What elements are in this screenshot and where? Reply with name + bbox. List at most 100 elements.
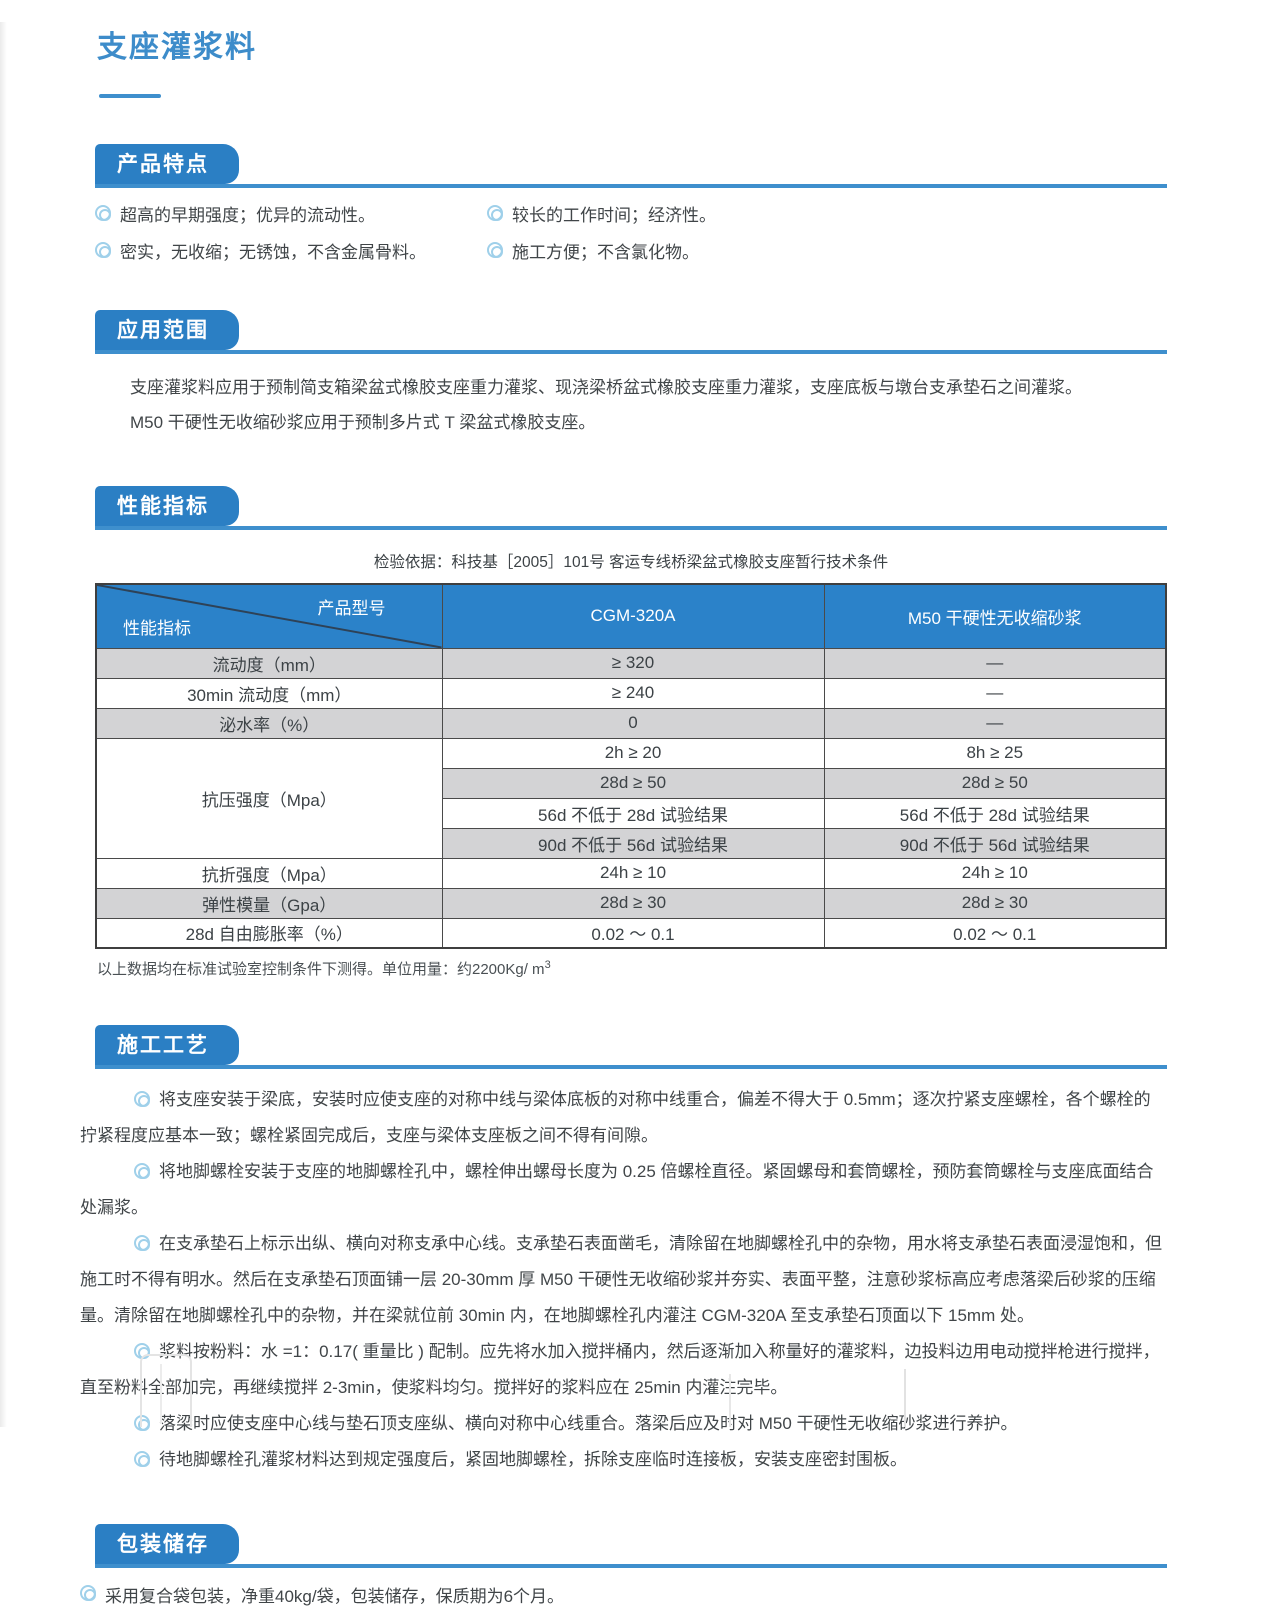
step-text: 待地脚螺栓孔灌浆材料达到规定强度后，紧固地脚螺栓，拆除支座临时连接板，安装支座密… (159, 1450, 907, 1469)
test-basis-note: 检验依据：科技基［2005］101号 客运专线桥梁盆式橡胶支座暂行技术条件 (373, 554, 889, 571)
section-features: 产品特点 超高的早期强度；优异的流动性。 较长的工作时间；经济性。 密实，无收缩… (95, 144, 1167, 264)
cell-value: 0.02 ～ 0.1 (823, 917, 1167, 949)
step-text: 落梁时应使支座中心线与垫石顶支座纵、横向对称中心线重合。落梁后应及时对 M50 … (159, 1414, 1018, 1433)
column-header-cgm320a: CGM-320A (441, 583, 825, 649)
construction-step: 浆料按粉料：水 =1：0.17( 重量比 ) 配制。应先将水加入搅拌桶内，然后逐… (80, 1334, 1167, 1406)
section-tab-application: 应用范围 (95, 310, 239, 350)
footnote-text: 以上数据均在标准试验室控制条件下测得。单位用量：约2200Kg/ m (97, 961, 545, 978)
table-row: 抗压强度（Mpa） 2h ≥ 20 8h ≥ 25 (95, 737, 1167, 859)
section-header-rule: 性能指标 (95, 486, 1167, 530)
section-tab-features: 产品特点 (95, 144, 239, 184)
cell-value: 28d ≥ 30 (823, 887, 1167, 919)
row-label: 泌水率（%） (95, 707, 443, 739)
section-tab-performance: 性能指标 (95, 486, 239, 526)
section-packaging: 包装储存 采用复合袋包装，净重40kg/袋，包装储存，保质期为6个月。 (80, 1524, 1167, 1609)
row-label-compressive: 抗压强度（Mpa） (95, 737, 443, 859)
feature-item: 超高的早期强度；优异的流动性。 (95, 205, 487, 227)
feature-text: 施工方便；不含氯化物。 (512, 243, 699, 262)
section-performance: 性能指标 检验依据：科技基［2005］101号 客运专线桥梁盆式橡胶支座暂行技术… (95, 486, 1167, 979)
row-label: 28d 自由膨胀率（%） (95, 917, 443, 949)
row-label: 弹性模量（Gpa） (95, 887, 443, 919)
table-corner-cell: 产品型号 性能指标 (95, 583, 443, 649)
section-header-rule: 应用范围 (95, 310, 1167, 354)
table-row: 28d 自由膨胀率（%） 0.02 ～ 0.1 0.02 ～ 0.1 (95, 917, 1167, 949)
cell-value: 8h ≥ 25 (823, 737, 1167, 769)
cell-value: 0.02 ～ 0.1 (441, 917, 825, 949)
table-footnote: 以上数据均在标准试验室控制条件下测得。单位用量：约2200Kg/ m3 (97, 958, 1167, 979)
cell-value: 24h ≥ 10 (823, 857, 1167, 889)
cell-value: 28d ≥ 50 (441, 767, 825, 799)
feature-item: 密实，无收缩；无锈蚀，不含金属骨料。 (95, 242, 487, 264)
section-header-rule: 包装储存 (95, 1524, 1167, 1568)
bullet-icon (95, 205, 111, 221)
page-title: 支座灌浆料 (97, 31, 257, 64)
table-row: 30min 流动度（mm） ≥ 240 — (95, 677, 1167, 709)
cell-value: 24h ≥ 10 (441, 857, 825, 889)
table-row: 泌水率（%） 0 — (95, 707, 1167, 739)
bullet-icon (134, 1091, 150, 1107)
section-tab-construction: 施工工艺 (95, 1025, 239, 1065)
section-construction: 施工工艺 将支座安装于梁底，安装时应使支座的对称中线与梁体底板的对称中线重合，偏… (80, 1025, 1167, 1478)
corner-label-product-model: 产品型号 (317, 599, 386, 618)
table-row: 弹性模量（Gpa） 28d ≥ 30 28d ≥ 30 (95, 887, 1167, 919)
cell-value: 56d 不低于 28d 试验结果 (823, 797, 1167, 829)
cell-value: 90d 不低于 56d 试验结果 (441, 827, 825, 859)
table-header-row: 产品型号 性能指标 CGM-320A M50 干硬性无收缩砂浆 (95, 583, 1167, 649)
section-tab-packaging: 包装储存 (95, 1524, 239, 1564)
packaging-text: 采用复合袋包装，净重40kg/袋，包装储存，保质期为6个月。 (105, 1587, 565, 1606)
features-list: 超高的早期强度；优异的流动性。 较长的工作时间；经济性。 密实，无收缩；无锈蚀，… (95, 205, 1167, 264)
section-application: 应用范围 支座灌浆料应用于预制简支箱梁盆式橡胶支座重力灌浆、现浇梁桥盆式橡胶支座… (95, 310, 1167, 440)
performance-table: 产品型号 性能指标 CGM-320A M50 干硬性无收缩砂浆 流动度（mm） … (95, 583, 1167, 949)
bullet-icon (134, 1451, 150, 1467)
column-header-m50: M50 干硬性无收缩砂浆 (823, 583, 1167, 649)
cell-value: 90d 不低于 56d 试验结果 (823, 827, 1167, 859)
corner-label-performance-index: 性能指标 (123, 618, 191, 638)
row-label: 30min 流动度（mm） (95, 677, 443, 709)
construction-step: 将支座安装于梁底，安装时应使支座的对称中线与梁体底板的对称中线重合，偏差不得大于… (80, 1082, 1167, 1154)
bullet-icon (134, 1163, 150, 1179)
application-line: M50 干硬性无收缩砂浆应用于预制多片式 T 梁盆式橡胶支座。 (130, 413, 596, 432)
title-underline (99, 94, 161, 98)
construction-step: 在支承垫石上标示出纵、横向对称支承中心线。支承垫石表面凿毛，清除留在地脚螺栓孔中… (80, 1226, 1167, 1334)
packaging-item: 采用复合袋包装，净重40kg/袋，包装储存，保质期为6个月。 (80, 1585, 1167, 1609)
cell-value: 2h ≥ 20 (441, 737, 825, 769)
step-text: 浆料按粉料：水 =1：0.17( 重量比 ) 配制。应先将水加入搅拌桶内，然后逐… (80, 1342, 1160, 1397)
row-label: 流动度（mm） (95, 647, 443, 679)
feature-text: 密实，无收缩；无锈蚀，不含金属骨料。 (120, 243, 426, 262)
bullet-icon (487, 205, 503, 221)
cell-value: — (823, 647, 1167, 679)
cell-value: — (823, 707, 1167, 739)
step-text: 将支座安装于梁底，安装时应使支座的对称中线与梁体底板的对称中线重合，偏差不得大于… (80, 1090, 1151, 1145)
application-line: 支座灌浆料应用于预制简支箱梁盆式橡胶支座重力灌浆、现浇梁桥盆式橡胶支座重力灌浆，… (130, 378, 1082, 397)
feature-text: 较长的工作时间；经济性。 (512, 206, 716, 225)
cell-value: 28d ≥ 30 (441, 887, 825, 919)
table-row: 90d 不低于 56d 试验结果 90d 不低于 56d 试验结果 (96, 827, 1167, 859)
bullet-icon (95, 242, 111, 258)
cell-value: 56d 不低于 28d 试验结果 (441, 797, 825, 829)
bullet-icon (134, 1343, 150, 1359)
table-row: 56d 不低于 28d 试验结果 56d 不低于 28d 试验结果 (96, 797, 1167, 829)
cell-value: — (823, 677, 1167, 709)
feature-item: 较长的工作时间；经济性。 (487, 205, 1167, 227)
construction-step: 将地脚螺栓安装于支座的地脚螺栓孔中，螺栓伸出螺母长度为 0.25 倍螺栓直径。紧… (80, 1154, 1167, 1226)
diagonal-divider (97, 585, 442, 648)
section-header-rule: 施工工艺 (95, 1025, 1167, 1069)
cell-value: ≥ 320 (441, 647, 825, 679)
construction-step: 落梁时应使支座中心线与垫石顶支座纵、横向对称中心线重合。落梁后应及时对 M50 … (80, 1406, 1167, 1442)
cell-value: 28d ≥ 50 (823, 767, 1167, 799)
section-header-rule: 产品特点 (95, 144, 1167, 188)
table-row: 流动度（mm） ≥ 320 — (95, 647, 1167, 679)
construction-step: 待地脚螺栓孔灌浆材料达到规定强度后，紧固地脚螺栓，拆除支座临时连接板，安装支座密… (80, 1442, 1167, 1478)
feature-text: 超高的早期强度；优异的流动性。 (120, 206, 375, 225)
step-text: 将地脚螺栓安装于支座的地脚螺栓孔中，螺栓伸出螺母长度为 0.25 倍螺栓直径。紧… (80, 1162, 1154, 1217)
cell-value: ≥ 240 (441, 677, 825, 709)
bullet-icon (80, 1585, 96, 1601)
bullet-icon (134, 1415, 150, 1431)
construction-steps: 将支座安装于梁底，安装时应使支座的对称中线与梁体底板的对称中线重合，偏差不得大于… (80, 1082, 1167, 1478)
table-row: 抗折强度（Mpa） 24h ≥ 10 24h ≥ 10 (95, 857, 1167, 889)
row-label: 抗折强度（Mpa） (95, 857, 443, 889)
application-text: 支座灌浆料应用于预制简支箱梁盆式橡胶支座重力灌浆、现浇梁桥盆式橡胶支座重力灌浆，… (95, 370, 1167, 440)
step-text: 在支承垫石上标示出纵、横向对称支承中心线。支承垫石表面凿毛，清除留在地脚螺栓孔中… (80, 1234, 1162, 1325)
feature-item: 施工方便；不含氯化物。 (487, 242, 1167, 264)
footnote-superscript: 3 (544, 959, 551, 971)
